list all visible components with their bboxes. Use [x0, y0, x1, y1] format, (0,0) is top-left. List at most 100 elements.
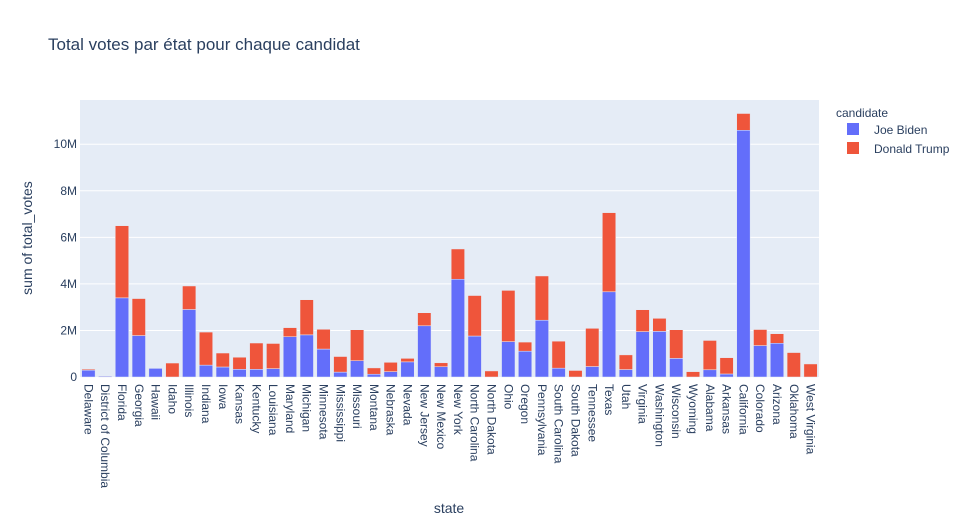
bar-joe-biden	[350, 360, 365, 378]
x-tick-label: California	[736, 384, 750, 435]
x-tick-label: Nevada	[401, 384, 415, 426]
x-tick-label: Oklahoma	[787, 384, 801, 439]
x-tick-label: New Mexico	[434, 384, 448, 450]
bar-donald-trump	[770, 333, 784, 344]
x-tick-label: Illinois	[182, 384, 196, 417]
bar-joe-biden	[198, 364, 213, 378]
legend-swatch[interactable]	[847, 123, 859, 135]
x-tick-label: West Virginia	[804, 384, 818, 455]
x-tick-label: Minnesota	[317, 384, 331, 440]
bar-donald-trump	[282, 327, 297, 337]
x-tick-label: Indiana	[199, 384, 213, 424]
x-tick-label: Pennsylvania	[535, 384, 549, 456]
x-tick-label: District of Columbia	[98, 384, 112, 488]
bar-joe-biden	[534, 319, 549, 378]
bar-donald-trump	[803, 363, 818, 378]
bar-joe-biden	[652, 331, 667, 378]
bar-donald-trump	[350, 329, 365, 361]
y-axis-ticks: 0 2M 4M 6M 8M 10M	[54, 137, 78, 384]
bar-donald-trump	[635, 309, 650, 332]
y-tick-label: 0	[70, 370, 77, 384]
bar-joe-biden	[518, 350, 533, 378]
bar-donald-trump	[484, 370, 499, 378]
bar-joe-biden	[602, 291, 617, 378]
x-tick-label: Alabama	[703, 384, 717, 432]
bar-joe-biden	[131, 335, 146, 378]
bar-donald-trump	[215, 352, 230, 368]
bar-donald-trump	[333, 356, 348, 373]
bar-joe-biden	[81, 369, 96, 378]
bar-joe-biden	[366, 373, 381, 378]
bar-joe-biden	[400, 361, 415, 378]
y-tick-label: 2M	[60, 323, 77, 337]
x-tick-label: Mississippi	[333, 384, 347, 442]
bar-donald-trump	[182, 285, 197, 310]
bar-donald-trump	[115, 225, 129, 299]
x-tick-label: Oregon	[518, 384, 532, 424]
bar-joe-biden	[148, 368, 163, 378]
bar-donald-trump	[131, 298, 146, 336]
gridlines	[80, 143, 819, 331]
bar-donald-trump	[786, 352, 801, 378]
bar-joe-biden	[282, 336, 297, 378]
y-tick-label: 6M	[60, 230, 77, 244]
bar-donald-trump	[198, 331, 213, 366]
x-tick-label: Maryland	[283, 384, 297, 433]
x-tick-label: Florida	[115, 384, 129, 421]
x-axis-ticks: Delaware District of Columbia Florida Georg…	[81, 384, 817, 488]
bar-donald-trump	[719, 357, 734, 375]
bar-donald-trump	[669, 329, 684, 359]
x-tick-label: Washington	[652, 384, 666, 447]
bar-joe-biden	[417, 325, 432, 378]
bar-joe-biden	[266, 368, 281, 378]
bar-joe-biden	[770, 342, 784, 378]
x-tick-label: Tennessee	[585, 384, 599, 442]
bar-donald-trump	[299, 299, 314, 336]
x-tick-label: Arizona	[770, 384, 784, 425]
x-tick-label: Arkansas	[720, 384, 734, 434]
bar-donald-trump	[316, 329, 331, 350]
x-tick-label: Wyoming	[686, 384, 700, 434]
bars	[81, 113, 818, 378]
bar-joe-biden	[719, 373, 734, 378]
x-tick-label: Texas	[602, 384, 616, 415]
bar-donald-trump	[400, 358, 415, 363]
x-tick-label: Iowa	[216, 384, 230, 410]
bar-donald-trump	[534, 275, 549, 321]
x-tick-label: Michigan	[300, 384, 314, 432]
bar-donald-trump	[450, 248, 465, 280]
bar-donald-trump	[568, 370, 583, 378]
x-tick-label: South Dakota	[568, 384, 582, 457]
x-tick-label: Virginia	[636, 384, 650, 424]
x-tick-label: Idaho	[165, 384, 179, 414]
bar-donald-trump	[736, 113, 751, 131]
x-tick-label: Ohio	[501, 384, 515, 410]
y-tick-label: 4M	[60, 277, 77, 291]
x-tick-label: Montana	[367, 384, 381, 431]
x-tick-label: Missouri	[350, 384, 364, 429]
x-tick-label: Georgia	[132, 384, 146, 427]
legend-item-label[interactable]: Joe Biden	[874, 123, 927, 137]
legend-swatch[interactable]	[847, 142, 859, 154]
bar-joe-biden	[635, 331, 650, 378]
x-tick-label: Hawaii	[149, 384, 163, 420]
bar-donald-trump	[652, 318, 667, 332]
bar-joe-biden	[182, 309, 197, 378]
y-tick-label: 10M	[54, 137, 77, 151]
bar-donald-trump	[417, 312, 432, 327]
bar-joe-biden	[702, 369, 717, 378]
bar-joe-biden	[383, 371, 398, 378]
legend-item-label[interactable]: Donald Trump	[874, 142, 950, 156]
bar-donald-trump	[383, 362, 398, 372]
legend-title: candidate	[836, 106, 888, 120]
bar-joe-biden	[115, 297, 129, 378]
bar-donald-trump	[501, 290, 516, 342]
y-tick-label: 8M	[60, 184, 77, 198]
x-tick-label: Utah	[619, 384, 633, 409]
bar-donald-trump	[232, 356, 247, 370]
chart-title: Total votes par état pour chaque candida…	[48, 35, 360, 54]
bar-donald-trump	[266, 343, 281, 369]
x-tick-label: South Carolina	[552, 384, 566, 464]
x-tick-label: North Dakota	[484, 384, 498, 455]
bar-joe-biden	[585, 366, 600, 378]
